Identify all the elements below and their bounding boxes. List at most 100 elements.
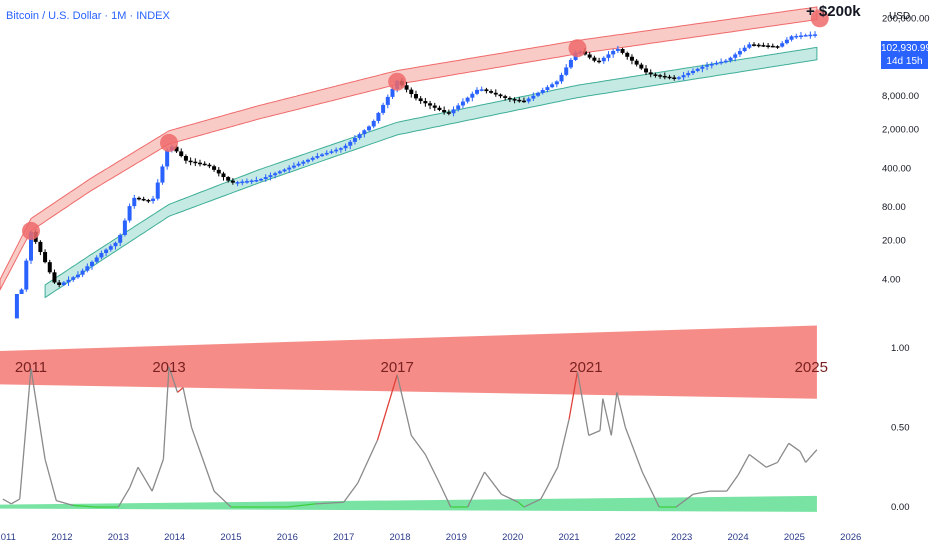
oscillator-segment (737, 454, 750, 476)
candle-body (460, 101, 465, 106)
candle-body (648, 72, 653, 75)
oscillator-line (2, 366, 818, 508)
oscillator-segment (467, 471, 486, 508)
candle-body (686, 73, 691, 76)
candle-body (226, 177, 231, 181)
chart-title[interactable]: Bitcoin / U.S. Dollar · 1M · INDEX (6, 10, 170, 22)
candle-body (367, 126, 372, 131)
time-tick-label: 2024 (727, 532, 748, 543)
candle-body (310, 157, 315, 160)
candle-body (390, 88, 395, 97)
oscillator-segment (315, 501, 344, 505)
candle-body (714, 62, 719, 65)
candle-body (334, 149, 339, 152)
candle-body (371, 120, 376, 127)
oscillator-segment (675, 493, 694, 508)
oscillator-segment (568, 371, 579, 420)
candle-body (141, 198, 146, 201)
time-tick-label: 2015 (220, 532, 241, 543)
candle-body (690, 70, 695, 74)
oscillator-segment (410, 434, 426, 455)
candle-body (625, 52, 630, 57)
candle-body (484, 89, 489, 92)
oscillator-segment (576, 371, 590, 436)
candle-body (38, 241, 43, 253)
candle-body (531, 95, 536, 99)
time-tick-label: 2025 (784, 532, 805, 543)
candle-body (723, 60, 728, 63)
candle-body (597, 60, 602, 63)
price-tick-label: 4.00 (882, 275, 901, 286)
price-candles (14, 31, 818, 319)
candle-body (465, 97, 470, 102)
oscillator-segment (202, 459, 215, 492)
candle-body (784, 39, 789, 44)
candle-body (606, 54, 611, 58)
candle-body (113, 242, 118, 247)
candle-body (798, 35, 803, 38)
price-tick-label: 8,000.00 (882, 91, 919, 102)
oscillator-segment (396, 374, 412, 436)
candle-body (80, 270, 85, 275)
candle-body (409, 89, 414, 95)
time-tick-label: 2020 (502, 532, 523, 543)
oscillator-segment (484, 471, 502, 495)
candle-body (338, 148, 343, 150)
candle-body (470, 93, 475, 98)
candle-body (620, 49, 625, 53)
candle-body (728, 57, 733, 61)
bar-countdown: 14d 15h (886, 56, 923, 67)
currency-label[interactable]: USD (889, 11, 911, 22)
candle-body (498, 94, 503, 97)
candle-body (700, 66, 705, 69)
bottom-regression-band (44, 46, 818, 299)
candle-body (775, 46, 780, 48)
oscillator-tick-label: 0.00 (891, 502, 910, 513)
candle-body (136, 197, 141, 200)
oscillator-segment (765, 461, 778, 468)
time-tick-label: 2019 (446, 532, 467, 543)
candle-body (174, 146, 179, 152)
candle-body (90, 261, 95, 267)
oscillator-axis[interactable]: 1.00 0.50 0.00 (891, 343, 910, 513)
last-price-value: 102,930.99 (881, 43, 932, 54)
candle-body (240, 181, 245, 184)
oscillator-segment (2, 498, 12, 505)
oscillator-segment (799, 451, 807, 463)
oscillator-tick-label: 1.00 (891, 343, 910, 354)
oscillator-green-zone (0, 495, 817, 512)
time-tick-label: 2012 (51, 532, 72, 543)
time-tick-label: 2013 (108, 532, 129, 543)
candle-body (202, 163, 207, 166)
oscillator-segment (128, 466, 139, 489)
oscillator-segment (641, 471, 660, 508)
candle-body (357, 134, 362, 138)
oscillator-segment (287, 503, 316, 508)
oscillator-red-zone (0, 325, 817, 399)
candle-body (362, 130, 367, 135)
candle-body (672, 77, 677, 79)
candle-body (705, 65, 710, 67)
oscillator-segment (117, 487, 131, 508)
peak-marker (810, 9, 829, 28)
candle-body (132, 197, 137, 207)
cycle-year-label: 2011 (15, 359, 47, 376)
candle-body (52, 272, 57, 283)
candle-body (282, 169, 287, 172)
oscillator-segment (776, 443, 790, 463)
candle-body (709, 64, 714, 66)
peak-marker (160, 133, 179, 152)
candle-body (780, 43, 785, 47)
candle-body (747, 44, 752, 48)
candle-body (536, 92, 541, 96)
oscillator-segment (616, 392, 627, 428)
time-tick-label: 2018 (389, 532, 410, 543)
candle-body (28, 231, 33, 261)
candle-body (512, 99, 517, 101)
time-axis[interactable]: 2011 2012 2013 2014 2015 2016 2017 2018 2019 2020… (0, 532, 861, 543)
candle-body (348, 141, 353, 146)
candle-body (808, 34, 813, 37)
candle-body (249, 180, 254, 183)
candle-body (193, 161, 198, 164)
